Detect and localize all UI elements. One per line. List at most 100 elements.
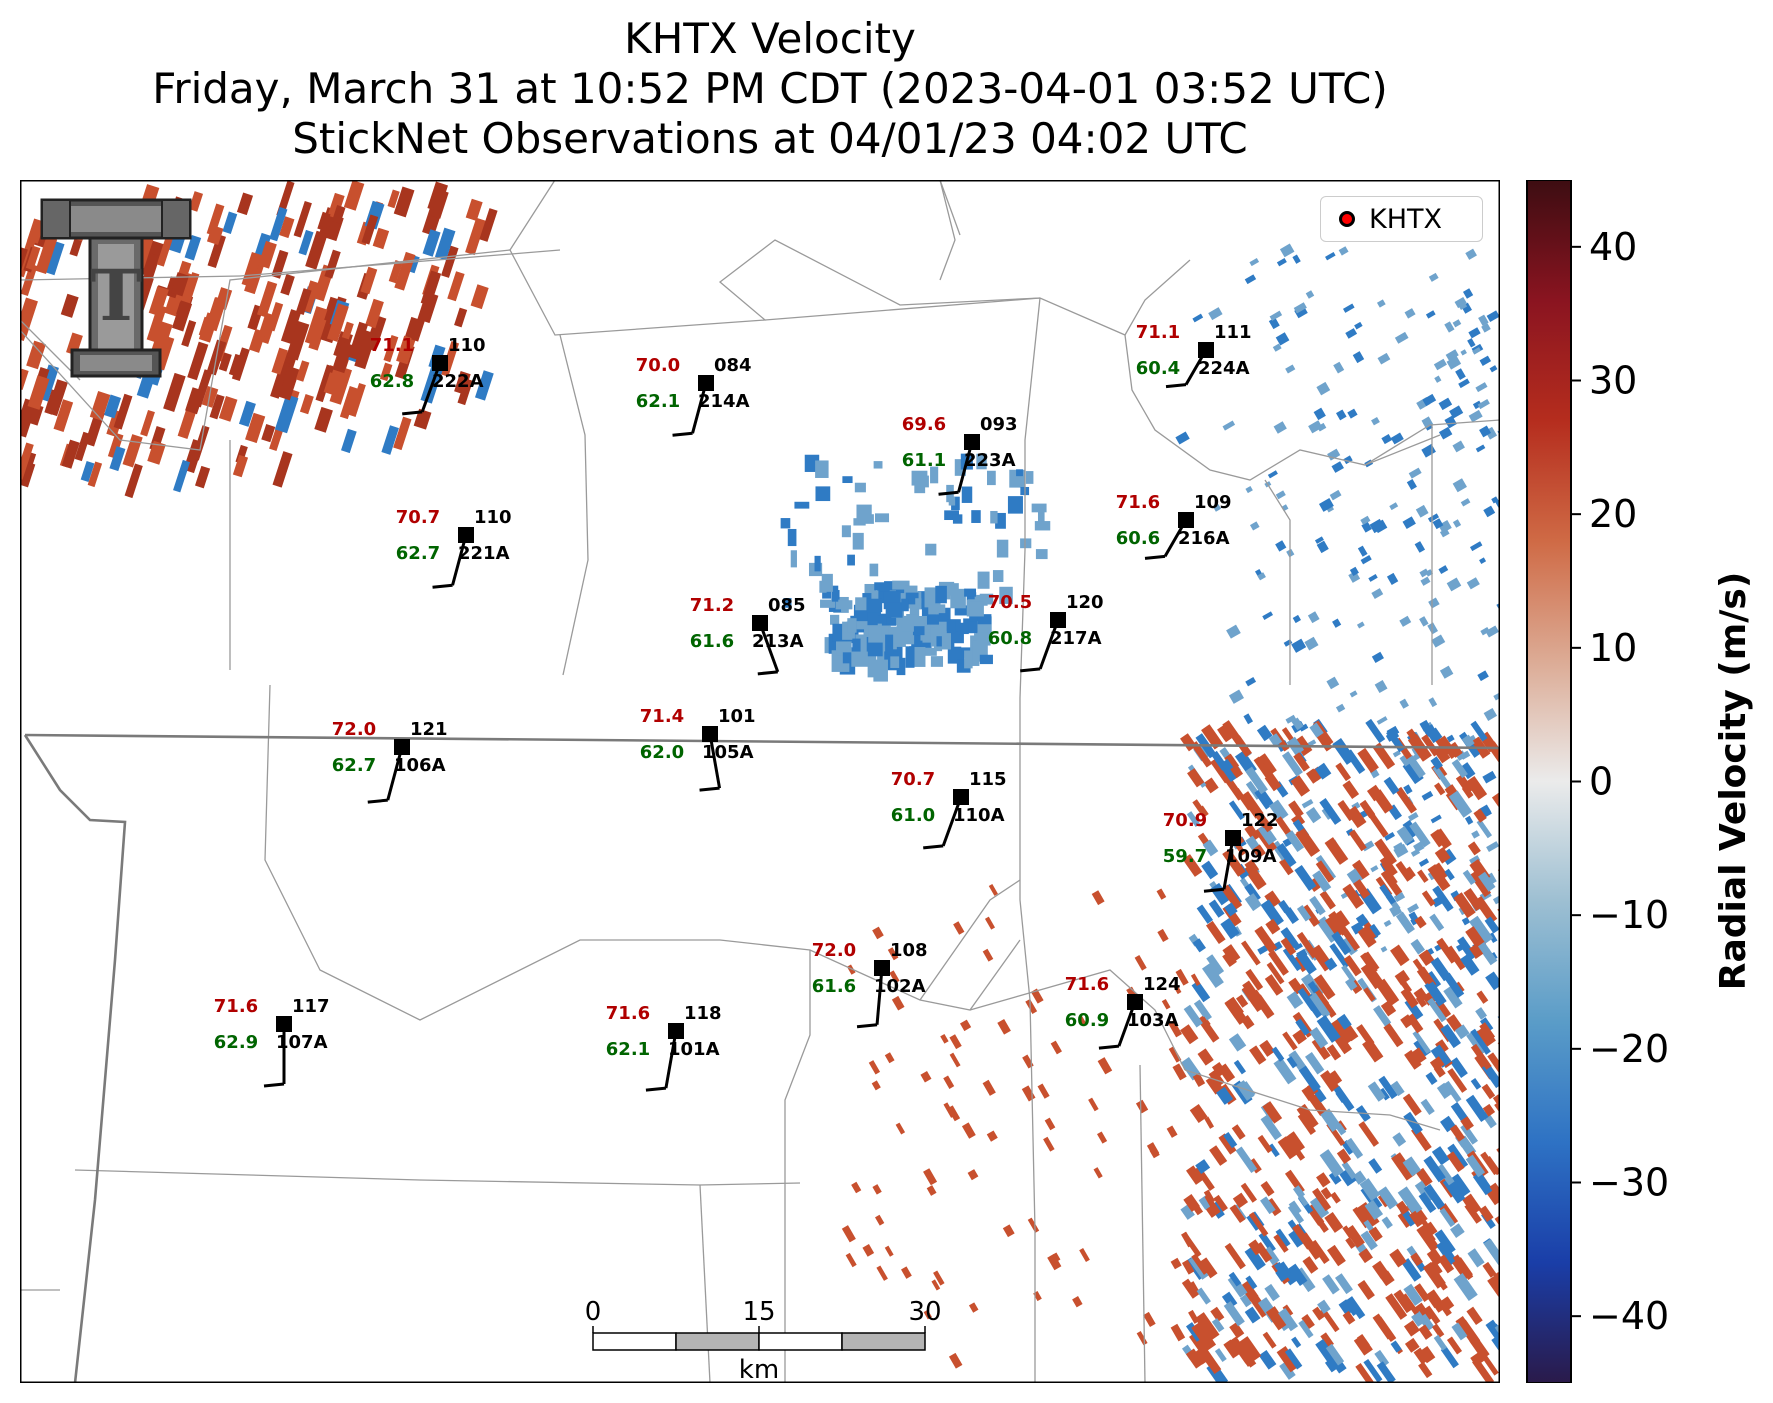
wind-barb-flag: [923, 844, 944, 850]
velocity-bin: [1324, 1211, 1344, 1233]
velocity-bin: [879, 625, 891, 648]
velocity-bin: [1275, 540, 1287, 552]
velocity-bin: [969, 601, 984, 616]
velocity-bin: [1411, 1311, 1427, 1327]
velocity-bin: [987, 470, 996, 486]
velocity-bin: [1271, 1046, 1285, 1062]
velocity-bin: [1266, 961, 1285, 985]
velocity-bin: [280, 274, 295, 296]
velocity-bin: [1423, 1155, 1446, 1183]
velocity-bin: [1431, 634, 1446, 648]
velocity-bin: [35, 236, 58, 275]
velocity-bin: [1319, 798, 1342, 825]
velocity-bin: [1349, 690, 1358, 698]
station-name: 216A: [1178, 528, 1230, 549]
velocity-bin: [1345, 1225, 1365, 1248]
map-frame: [20, 180, 1500, 1383]
velocity-bin: [896, 657, 906, 676]
station-name: 101A: [668, 1039, 720, 1060]
velocity-bin: [1468, 915, 1494, 945]
velocity-bin: [1275, 816, 1294, 838]
velocity-bin: [1494, 1322, 1500, 1337]
velocity-bin: [909, 600, 920, 622]
velocity-bin: [1334, 1273, 1353, 1295]
velocity-bin: [447, 271, 465, 302]
velocity-bin: [1452, 478, 1467, 493]
velocity-bin: [1446, 734, 1455, 743]
velocity-bin: [1172, 983, 1182, 995]
velocity-bin: [1461, 734, 1475, 748]
velocity-bin: [1415, 1167, 1433, 1187]
velocity-bin: [1492, 1094, 1500, 1121]
velocity-bin: [372, 227, 390, 250]
velocity-bin: [1439, 528, 1450, 538]
velocity-bin: [1455, 368, 1466, 381]
velocity-bin: [360, 266, 378, 295]
velocity-bin: [1214, 1348, 1227, 1362]
velocity-bin: [892, 580, 910, 590]
station-plot: 71.6 117 62.9 107A: [214, 996, 330, 1088]
velocity-bin: [1328, 911, 1349, 936]
velocity-bin: [1352, 351, 1365, 364]
velocity-bin: [1288, 1229, 1305, 1248]
velocity-bin: [1478, 871, 1496, 892]
velocity-bin: [1204, 1116, 1215, 1129]
station-marker-icon: [668, 1023, 684, 1039]
velocity-bin: [1277, 1136, 1299, 1160]
legend: KHTX: [1320, 196, 1483, 242]
velocity-bin: [279, 216, 295, 239]
velocity-bin: [271, 347, 288, 375]
station-plot: 71.6 109 60.6 216A: [1116, 492, 1232, 560]
velocity-bin: [952, 514, 963, 524]
velocity-bin: [1404, 1337, 1420, 1353]
velocity-bin: [1183, 1004, 1203, 1028]
velocity-bin: [1185, 1348, 1205, 1369]
velocity-bin: [1265, 918, 1281, 935]
velocity-bin: [1465, 1154, 1486, 1178]
velocity-bin: [1035, 549, 1048, 560]
velocity-bin: [1223, 1132, 1238, 1149]
velocity-bin: [1376, 716, 1388, 725]
velocity-bin: [1326, 676, 1340, 690]
velocity-bin: [1359, 799, 1376, 819]
velocity-bin: [256, 280, 278, 318]
velocity-bin: [1244, 883, 1261, 903]
velocity-bin: [1425, 1071, 1438, 1085]
velocity-bin: [1252, 844, 1266, 859]
velocity-bin: [1420, 1098, 1435, 1115]
velocity-bin: [1471, 830, 1480, 839]
colorbar-tick-label: −40: [1589, 1294, 1669, 1338]
velocity-bin: [1473, 808, 1487, 823]
velocity-bin: [1305, 290, 1315, 299]
velocity-bin: [1027, 1217, 1040, 1233]
velocity-bin: [1374, 838, 1397, 866]
velocity-bin: [1483, 1238, 1500, 1266]
velocity-bin: [1460, 1123, 1478, 1145]
scale-bar-seg-2: [675, 1332, 760, 1351]
velocity-bin: [901, 598, 909, 612]
velocity-bin: [1383, 1023, 1404, 1048]
velocity-bin: [879, 582, 890, 592]
velocity-bin: [1180, 733, 1197, 752]
velocity-bin: [422, 229, 441, 257]
velocity-bin: [1485, 971, 1500, 991]
velocity-bin: [218, 352, 232, 372]
velocity-bin: [986, 1130, 998, 1142]
velocity-bin: [354, 330, 377, 370]
velocity-bin: [1449, 1173, 1471, 1198]
velocity-bin: [1317, 1220, 1329, 1233]
station-marker-icon: [874, 960, 890, 976]
velocity-bin: [1301, 1085, 1316, 1102]
velocity-bin: [1291, 1336, 1302, 1348]
station-marker-icon: [752, 615, 768, 631]
velocity-bin: [1470, 1077, 1482, 1090]
velocity-bin: [124, 463, 143, 499]
velocity-bin: [1413, 987, 1429, 1003]
velocity-bin: [1381, 859, 1398, 878]
velocity-bin: [876, 1265, 888, 1281]
velocity-bin: [1483, 707, 1498, 721]
velocity-bin: [1393, 891, 1406, 903]
velocity-bin: [109, 446, 126, 472]
velocity-bin: [1280, 937, 1297, 956]
velocity-bin: [1255, 811, 1270, 828]
